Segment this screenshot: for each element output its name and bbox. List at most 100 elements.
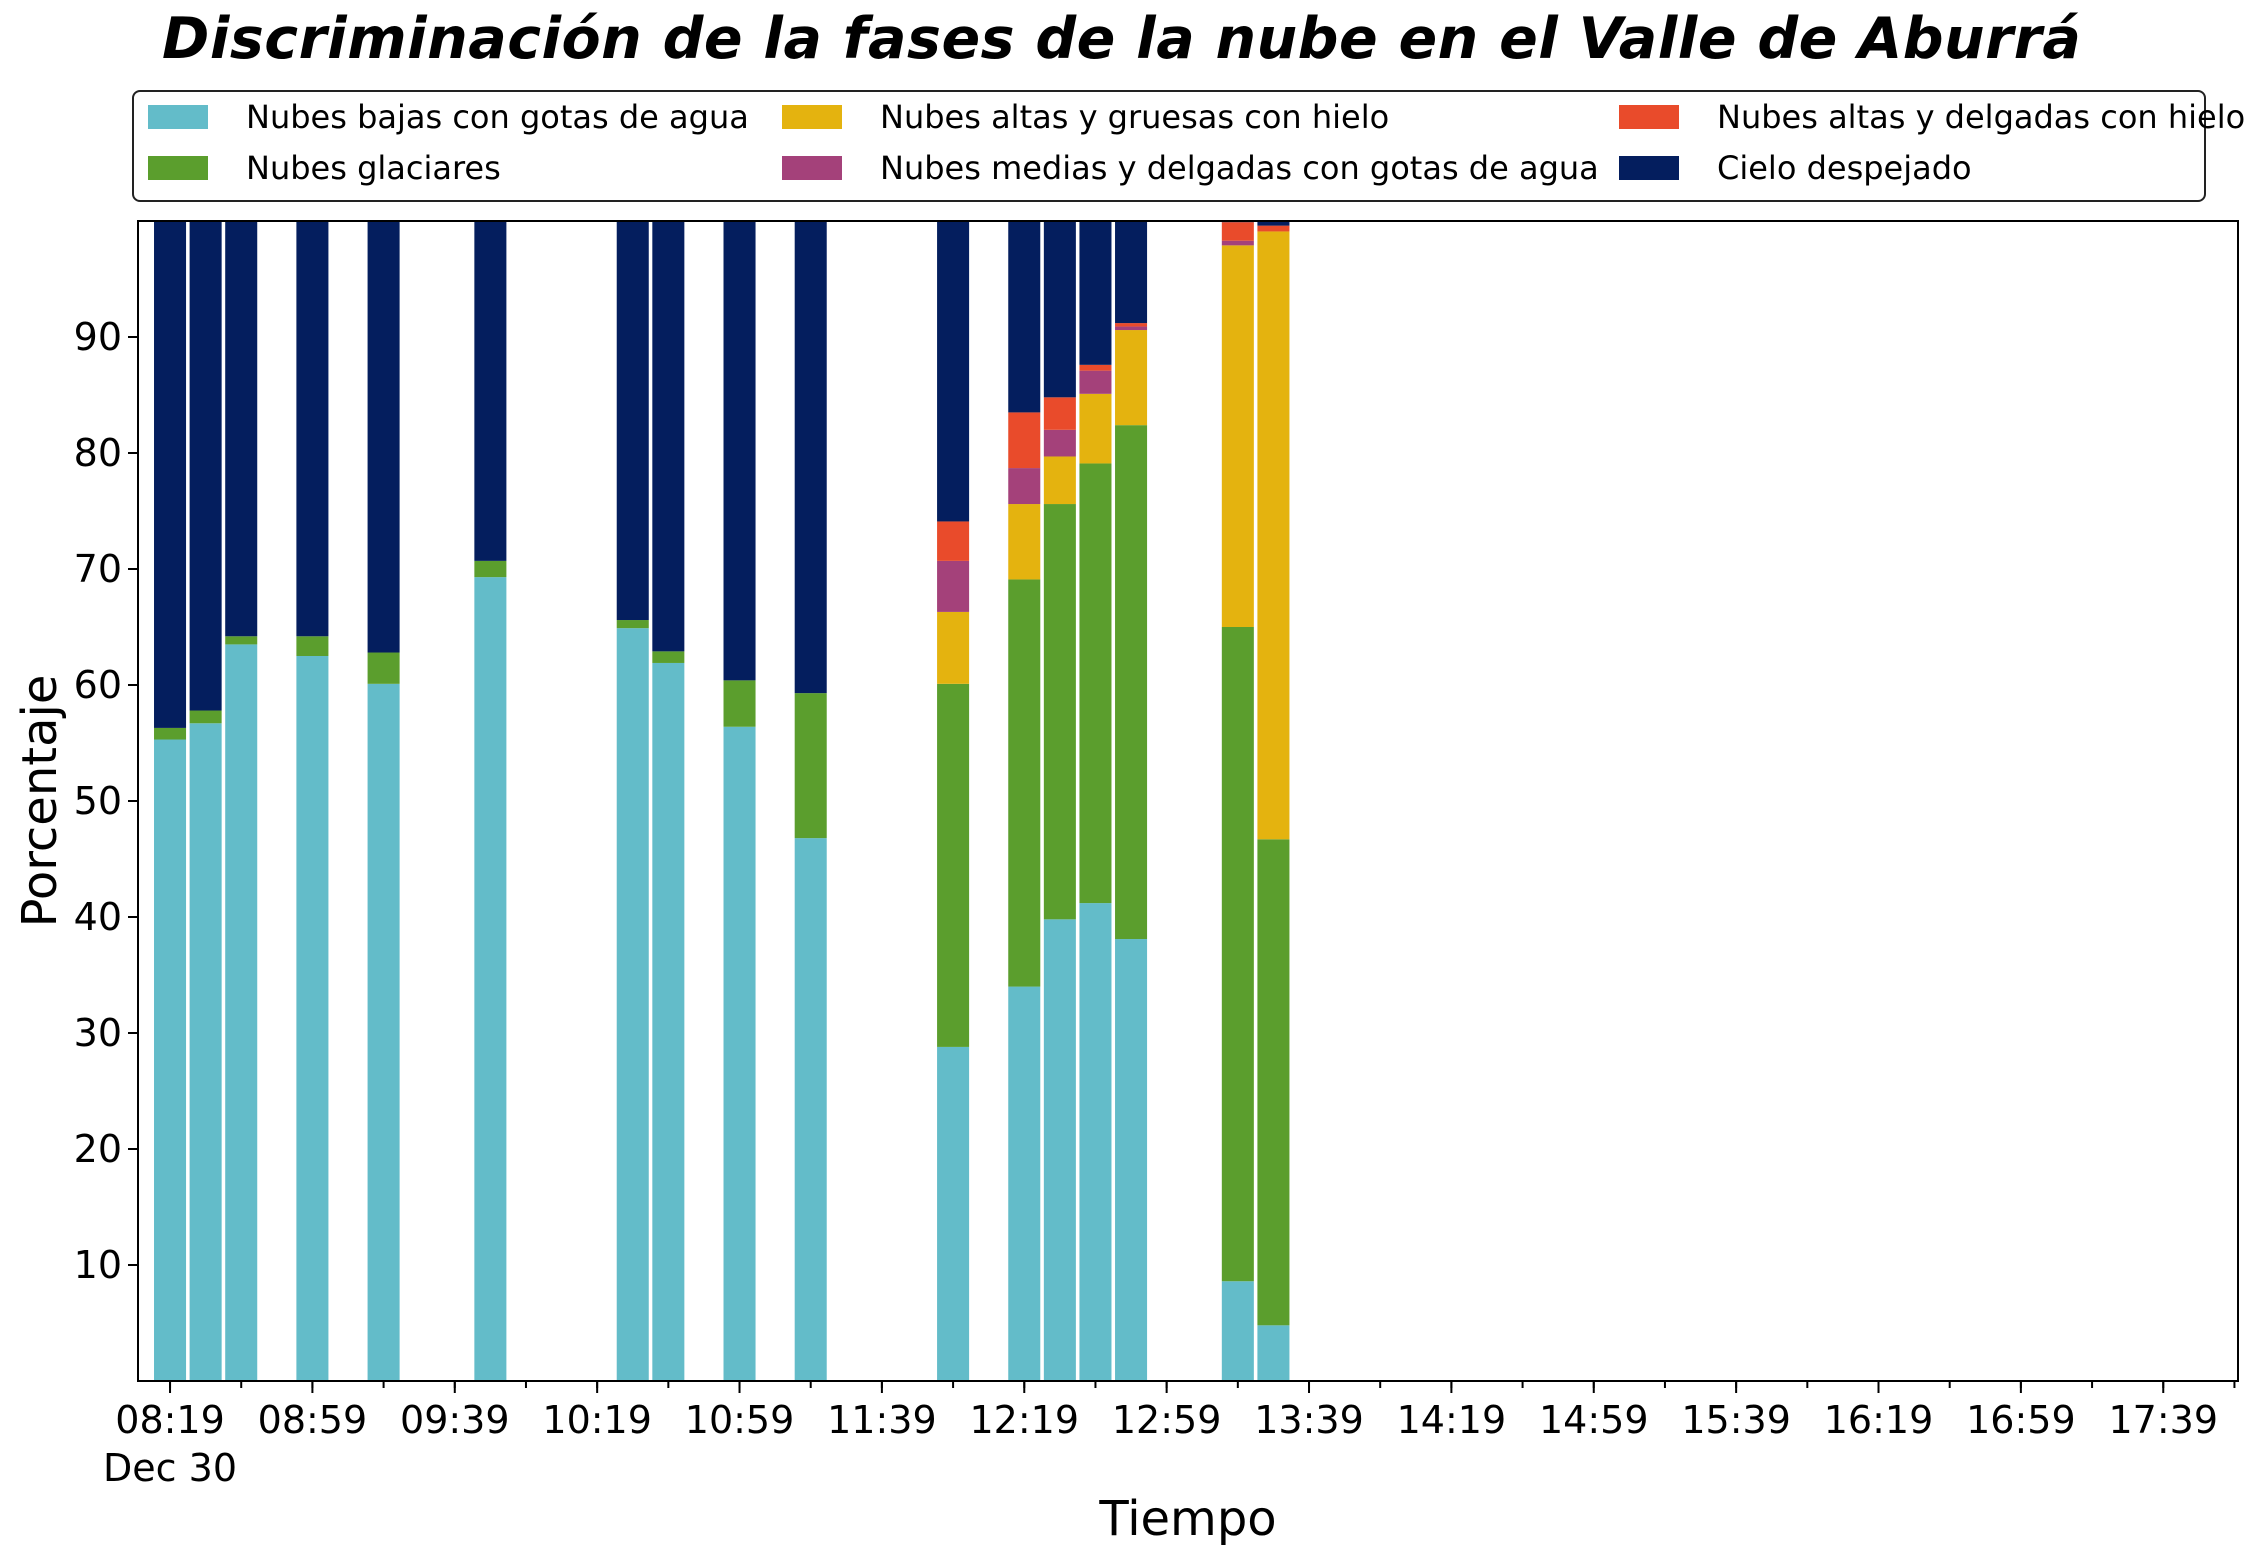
bar-segment xyxy=(1079,221,1112,365)
bar-segment xyxy=(937,683,970,1047)
plot-frame xyxy=(137,220,2239,1382)
bar-segment xyxy=(937,560,970,612)
bar-segment xyxy=(1079,370,1112,394)
bar-segment xyxy=(723,221,756,681)
bar-segment xyxy=(154,727,187,740)
y-tick-label: 10 xyxy=(74,1243,122,1287)
x-tick-label: 08:19 xyxy=(115,1398,225,1442)
bar-segment xyxy=(723,680,756,727)
bar-segment xyxy=(1079,364,1112,371)
x-tick-label: 17:39 xyxy=(2108,1398,2218,1442)
bar-segment xyxy=(367,221,400,653)
y-tick-label: 80 xyxy=(74,431,122,475)
bar-segment xyxy=(1043,429,1076,457)
x-tick-label: 14:59 xyxy=(1539,1398,1649,1442)
x-tick-label: 11:39 xyxy=(827,1398,937,1442)
legend: Nubes bajas con gotas de agua Nubes glaci… xyxy=(132,90,2244,202)
bar-segment xyxy=(367,683,400,1381)
legend-item: Nubes altas y gruesas con hielo xyxy=(782,98,1389,136)
bar-segment xyxy=(937,221,970,522)
bar-segment xyxy=(296,656,329,1381)
x-tick-label: 12:19 xyxy=(970,1398,1080,1442)
bar-segment xyxy=(1008,579,1041,987)
bar-segment xyxy=(652,662,685,1381)
legend-label: Cielo despejado xyxy=(1717,149,1972,187)
bar-segment xyxy=(225,644,258,1381)
bar-segment xyxy=(225,636,258,645)
bar-segment xyxy=(1079,463,1112,904)
bar-segment xyxy=(1115,330,1148,426)
bar-segment xyxy=(1221,245,1254,628)
x-tick-label: 09:39 xyxy=(400,1398,510,1442)
legend-swatch xyxy=(782,156,842,180)
bar-segment xyxy=(1008,412,1041,469)
legend-swatch xyxy=(148,105,208,129)
bar-segment xyxy=(474,560,507,578)
x-tick-label: 10:59 xyxy=(685,1398,795,1442)
bar-segment xyxy=(1221,222,1254,241)
legend-swatch xyxy=(1619,105,1679,129)
bar-segment xyxy=(154,221,187,728)
bar-segment xyxy=(652,651,685,663)
bar-segment xyxy=(367,652,400,684)
x-tick-label: 15:39 xyxy=(1681,1398,1791,1442)
y-tick-label: 90 xyxy=(74,315,122,359)
x-tick-label: 10:19 xyxy=(542,1398,652,1442)
x-axis-label: Tiempo xyxy=(1098,1491,1276,1547)
legend-item: Nubes altas y delgadas con hielo xyxy=(1619,98,2244,136)
bar-segment xyxy=(1079,903,1112,1381)
bar-segment xyxy=(296,221,329,637)
legend-item: Nubes bajas con gotas de agua xyxy=(148,98,749,136)
bar-segment xyxy=(794,693,827,839)
bar-segment xyxy=(154,739,187,1381)
bar-segment xyxy=(1008,986,1041,1381)
x-tick-label: 13:39 xyxy=(1254,1398,1364,1442)
bar-segment xyxy=(1115,425,1148,940)
legend-swatch xyxy=(148,156,208,180)
bar-segment xyxy=(1115,939,1148,1381)
bar-segment xyxy=(296,636,329,656)
bar-segment xyxy=(225,221,258,637)
bar-segment xyxy=(1257,1325,1290,1381)
bar-segment xyxy=(1221,240,1254,246)
bar-segment xyxy=(652,221,685,652)
bar-segment xyxy=(1043,456,1076,505)
x-tick-label: 08:59 xyxy=(258,1398,368,1442)
bar-segment xyxy=(616,628,649,1381)
y-tick-label: 60 xyxy=(74,663,122,707)
x-date-label: Dec 30 xyxy=(103,1446,237,1490)
x-tick-label: 16:59 xyxy=(1966,1398,2076,1442)
bar-segment xyxy=(1008,468,1041,505)
bar-segment xyxy=(474,221,507,561)
bar-segment xyxy=(616,620,649,629)
legend-label: Nubes altas y delgadas con hielo xyxy=(1717,98,2244,136)
legend-swatch xyxy=(782,105,842,129)
bar-segment xyxy=(1043,397,1076,430)
x-tick-label: 14:19 xyxy=(1397,1398,1507,1442)
bar-segment xyxy=(1043,221,1076,398)
chart-title: Discriminación de la fases de la nube en… xyxy=(162,6,2082,72)
bar-segment xyxy=(189,723,222,1381)
bar-segment xyxy=(1115,221,1148,324)
bar-segment xyxy=(1008,221,1041,413)
legend-swatch xyxy=(1619,156,1679,180)
bar-segment xyxy=(1043,504,1076,920)
legend-label: Nubes glaciares xyxy=(246,149,501,187)
bar-segment xyxy=(794,838,827,1381)
x-tick-label: 12:59 xyxy=(1112,1398,1222,1442)
bar-segment xyxy=(1257,231,1290,840)
legend-item: Nubes glaciares xyxy=(148,149,501,187)
y-tick-label: 40 xyxy=(74,895,122,939)
legend-label: Nubes altas y gruesas con hielo xyxy=(880,98,1390,136)
bar-segment xyxy=(1115,323,1148,327)
bar-segment xyxy=(937,611,970,684)
bar-segment xyxy=(1221,1281,1254,1381)
bar-segment xyxy=(189,221,222,711)
bar-segment xyxy=(474,577,507,1381)
bar-segment xyxy=(1043,919,1076,1381)
bar-segment xyxy=(1257,839,1290,1326)
bar-segment xyxy=(937,521,970,561)
bar-segment xyxy=(794,221,827,694)
bar-segment xyxy=(1257,225,1290,232)
